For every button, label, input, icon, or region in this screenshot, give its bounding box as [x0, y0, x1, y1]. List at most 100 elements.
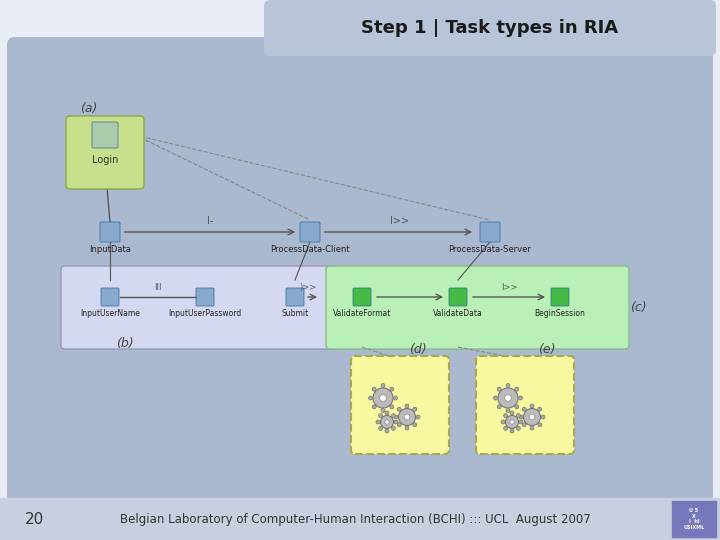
Circle shape — [380, 415, 394, 429]
Circle shape — [541, 415, 545, 419]
FancyBboxPatch shape — [286, 288, 304, 306]
Circle shape — [522, 407, 526, 411]
Circle shape — [381, 408, 385, 413]
FancyBboxPatch shape — [61, 266, 339, 349]
Text: Belgian Laboratory of Computer-Human Interaction (BCHI) ::: UCL  August 2007: Belgian Laboratory of Computer-Human Int… — [120, 512, 590, 525]
Circle shape — [394, 396, 397, 400]
Circle shape — [390, 405, 394, 409]
Text: ValidateData: ValidateData — [433, 309, 483, 318]
Circle shape — [515, 387, 519, 391]
FancyBboxPatch shape — [264, 0, 716, 56]
Circle shape — [394, 420, 398, 424]
FancyBboxPatch shape — [480, 222, 500, 242]
Circle shape — [516, 427, 521, 430]
Circle shape — [530, 426, 534, 430]
Circle shape — [369, 396, 372, 400]
Circle shape — [390, 387, 394, 391]
Circle shape — [503, 427, 508, 430]
Circle shape — [379, 414, 382, 417]
FancyBboxPatch shape — [353, 288, 371, 306]
Circle shape — [516, 414, 521, 417]
Circle shape — [538, 407, 541, 411]
FancyBboxPatch shape — [196, 288, 214, 306]
Text: InputUserPassword: InputUserPassword — [168, 309, 242, 318]
Circle shape — [529, 414, 535, 420]
Circle shape — [416, 415, 420, 419]
Circle shape — [498, 388, 518, 408]
Circle shape — [385, 411, 389, 415]
Circle shape — [506, 408, 510, 413]
Circle shape — [413, 407, 417, 411]
Circle shape — [498, 405, 501, 409]
Bar — [672, 501, 716, 537]
Text: I>>: I>> — [500, 283, 517, 292]
Text: Step 1 | Task types in RIA: Step 1 | Task types in RIA — [361, 19, 618, 37]
Circle shape — [379, 395, 387, 401]
Text: InputUserName: InputUserName — [80, 309, 140, 318]
Circle shape — [405, 426, 409, 430]
Text: Login: Login — [92, 155, 118, 165]
Circle shape — [519, 415, 523, 419]
Text: I>>: I>> — [390, 216, 410, 226]
Circle shape — [519, 420, 523, 424]
Text: (c): (c) — [630, 301, 647, 314]
Circle shape — [522, 423, 526, 427]
Circle shape — [381, 383, 385, 388]
Circle shape — [398, 408, 415, 426]
Text: (e): (e) — [539, 343, 556, 356]
Circle shape — [397, 407, 401, 411]
Text: I-: I- — [207, 216, 213, 226]
FancyBboxPatch shape — [351, 356, 449, 454]
Circle shape — [538, 423, 541, 427]
Circle shape — [510, 429, 514, 433]
Circle shape — [379, 427, 382, 430]
Circle shape — [523, 408, 541, 426]
Text: Submit: Submit — [282, 309, 309, 318]
Circle shape — [404, 414, 410, 420]
Circle shape — [515, 405, 519, 409]
FancyBboxPatch shape — [449, 288, 467, 306]
Text: U 5
X
I  hl
USIXML: U 5 X I hl USIXML — [683, 508, 705, 530]
Circle shape — [518, 396, 523, 400]
Text: 20: 20 — [25, 511, 44, 526]
Text: )>>: )>> — [299, 283, 316, 292]
FancyBboxPatch shape — [100, 222, 120, 242]
Circle shape — [372, 387, 376, 391]
Circle shape — [510, 420, 514, 424]
FancyBboxPatch shape — [66, 116, 144, 189]
FancyBboxPatch shape — [92, 122, 118, 148]
Text: BeginSession: BeginSession — [534, 309, 585, 318]
Circle shape — [392, 427, 395, 430]
Text: ValidateFormat: ValidateFormat — [333, 309, 391, 318]
Circle shape — [372, 405, 376, 409]
FancyBboxPatch shape — [551, 288, 569, 306]
Circle shape — [505, 415, 518, 429]
Circle shape — [413, 423, 417, 427]
Text: (d): (d) — [409, 343, 427, 356]
Circle shape — [506, 383, 510, 388]
Text: (a): (a) — [80, 102, 97, 115]
Text: InputData: InputData — [89, 245, 131, 254]
Bar — [0, 498, 720, 540]
FancyBboxPatch shape — [476, 356, 574, 454]
Circle shape — [510, 411, 514, 415]
Text: (b): (b) — [116, 337, 134, 350]
Circle shape — [501, 420, 505, 424]
Text: III: III — [154, 283, 161, 292]
FancyBboxPatch shape — [326, 266, 629, 349]
FancyBboxPatch shape — [300, 222, 320, 242]
Circle shape — [530, 404, 534, 408]
Circle shape — [505, 395, 511, 401]
FancyBboxPatch shape — [7, 37, 713, 503]
Circle shape — [385, 429, 389, 433]
Text: ProcessData-Client: ProcessData-Client — [270, 245, 350, 254]
Circle shape — [405, 404, 409, 408]
FancyBboxPatch shape — [101, 288, 119, 306]
Text: ProcessData-Server: ProcessData-Server — [449, 245, 531, 254]
Circle shape — [493, 396, 498, 400]
Circle shape — [397, 423, 401, 427]
Circle shape — [392, 414, 395, 417]
Circle shape — [394, 415, 398, 419]
Circle shape — [384, 420, 390, 424]
Circle shape — [376, 420, 380, 424]
